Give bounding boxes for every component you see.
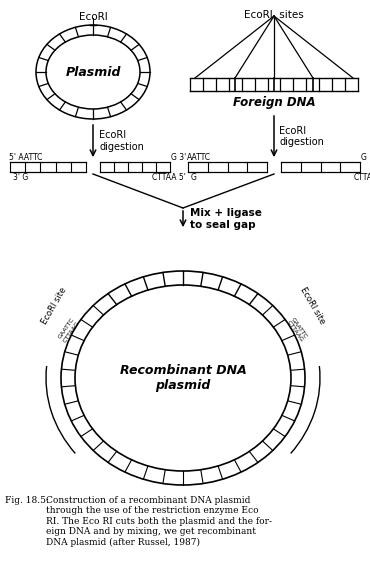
Text: EcoRI site: EcoRI site <box>40 286 68 326</box>
Text: G 3': G 3' <box>171 152 186 162</box>
Text: GAATTC
CTTAAG: GAATTC CTTAAG <box>57 316 80 343</box>
Text: Recombinant DNA
plasmid: Recombinant DNA plasmid <box>120 364 246 392</box>
Text: Foreign DNA: Foreign DNA <box>233 96 315 109</box>
Text: EcoRI: EcoRI <box>79 12 107 22</box>
Text: CTTAA 5': CTTAA 5' <box>152 172 186 182</box>
Text: AATTC: AATTC <box>187 152 211 162</box>
Text: EcoRI site: EcoRI site <box>298 286 326 326</box>
Text: Fig. 18.5:: Fig. 18.5: <box>5 496 49 505</box>
Text: GAATTC
CTTAAG: GAATTC CTTAAG <box>286 316 309 343</box>
Text: Plasmid: Plasmid <box>65 66 121 79</box>
Text: G: G <box>191 172 197 182</box>
Text: CTTAA: CTTAA <box>354 172 370 182</box>
Text: G: G <box>361 152 367 162</box>
Text: EcoRI  sites: EcoRI sites <box>244 10 304 20</box>
Text: Construction of a recombinant DNA plasmid
through the use of the restriction enz: Construction of a recombinant DNA plasmi… <box>46 496 272 547</box>
Text: 3' G: 3' G <box>13 172 28 182</box>
Text: 5' AATTC: 5' AATTC <box>9 152 43 162</box>
Text: EcoRI
digestion: EcoRI digestion <box>279 126 324 147</box>
Text: Mix + ligase
to seal gap: Mix + ligase to seal gap <box>190 208 262 230</box>
Text: EcoRI
digestion: EcoRI digestion <box>99 130 144 152</box>
